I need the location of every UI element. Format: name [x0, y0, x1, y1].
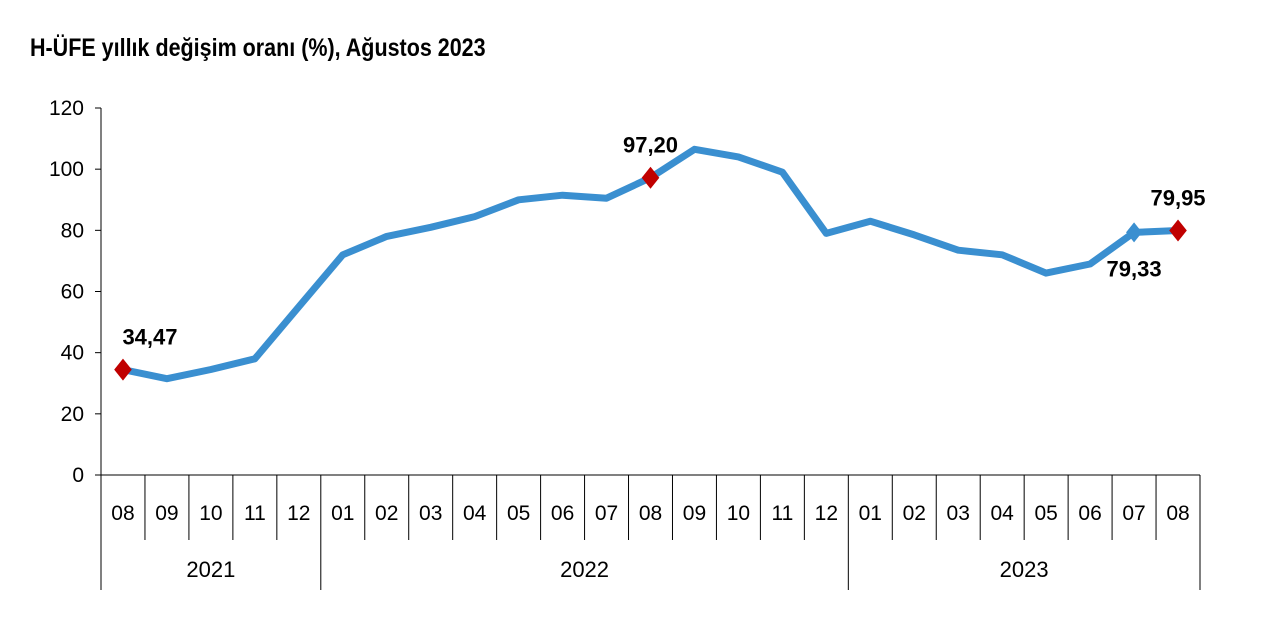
x-tick-label: 10	[727, 502, 750, 525]
x-tick-label: 01	[331, 502, 354, 525]
data-label: 34,47	[122, 325, 177, 350]
y-axis: 0 20 40 60 80 100 120	[49, 97, 102, 487]
x-tick-label: 03	[947, 502, 970, 525]
x-tick-label: 02	[375, 502, 398, 525]
chart-title: H-ÜFE yıllık değişim oranı (%), Ağustos …	[30, 34, 486, 62]
x-tick-label: 07	[1122, 502, 1145, 525]
data-point-marker	[1169, 219, 1187, 242]
y-tick-label: 60	[61, 281, 84, 304]
x-tick-label: 09	[683, 502, 706, 525]
x-tick-label: 12	[287, 502, 310, 525]
y-tick-label: 40	[61, 342, 84, 365]
x-tick-label: 09	[155, 502, 178, 525]
x-tick-label: 12	[815, 502, 838, 525]
year-label: 2021	[186, 557, 235, 582]
data-labels: 34,47 97,20 79,33 79,95	[122, 133, 1205, 350]
x-tick-label: 06	[1078, 502, 1101, 525]
x-tick-label: 11	[244, 502, 266, 525]
y-tick-label: 0	[72, 464, 84, 487]
x-tick-label: 08	[639, 502, 662, 525]
x-tick-label: 01	[859, 502, 882, 525]
year-label: 2023	[1000, 557, 1049, 582]
x-tick-label: 05	[1034, 502, 1057, 525]
data-label: 79,33	[1107, 256, 1162, 281]
markers	[114, 166, 1187, 381]
x-tick-label: 08	[111, 502, 134, 525]
y-tick-label: 80	[61, 219, 84, 242]
x-tick-label: 10	[199, 502, 222, 525]
x-tick-label: 03	[419, 502, 442, 525]
x-tick-label: 07	[595, 502, 618, 525]
x-tick-label: 06	[551, 502, 574, 525]
x-tick-label: 02	[903, 502, 926, 525]
x-tick-label: 05	[507, 502, 530, 525]
y-tick-label: 100	[49, 158, 84, 181]
data-point-marker	[641, 166, 660, 189]
y-tick-label: 120	[49, 97, 84, 120]
y-tick-label: 20	[61, 403, 84, 426]
x-axis: 08 09 10 11 12 01 02 03 04 05 06 07 08 09 10 11 12 01 02 03…	[100, 474, 1201, 590]
data-point-marker	[1126, 222, 1143, 243]
data-label: 97,20	[623, 133, 678, 158]
data-point-marker	[114, 358, 132, 381]
data-label: 79,95	[1150, 185, 1205, 210]
x-tick-label: 08	[1166, 502, 1189, 525]
year-label: 2022	[560, 557, 609, 582]
x-tick-label: 11	[771, 502, 793, 525]
x-tick-label: 04	[991, 502, 1015, 525]
x-tick-label: 04	[463, 502, 487, 525]
